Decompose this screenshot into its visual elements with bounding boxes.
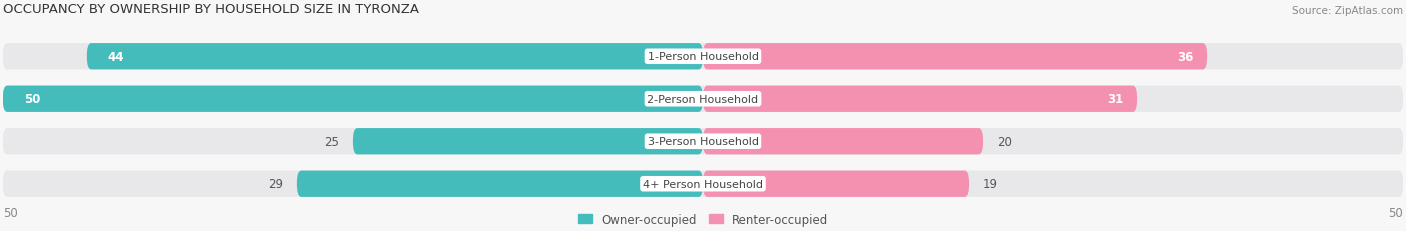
Text: 29: 29 bbox=[269, 177, 283, 190]
Text: 4+ Person Household: 4+ Person Household bbox=[643, 179, 763, 189]
FancyBboxPatch shape bbox=[87, 44, 703, 70]
FancyBboxPatch shape bbox=[703, 86, 1137, 112]
Text: 3-Person Household: 3-Person Household bbox=[648, 137, 758, 147]
FancyBboxPatch shape bbox=[3, 44, 1403, 70]
FancyBboxPatch shape bbox=[353, 128, 703, 155]
Text: 2-Person Household: 2-Person Household bbox=[647, 94, 759, 104]
Text: 36: 36 bbox=[1177, 51, 1194, 64]
Text: 25: 25 bbox=[323, 135, 339, 148]
Text: 20: 20 bbox=[997, 135, 1012, 148]
Text: 1-Person Household: 1-Person Household bbox=[648, 52, 758, 62]
Text: OCCUPANCY BY OWNERSHIP BY HOUSEHOLD SIZE IN TYRONZA: OCCUPANCY BY OWNERSHIP BY HOUSEHOLD SIZE… bbox=[3, 3, 419, 15]
FancyBboxPatch shape bbox=[703, 171, 969, 197]
FancyBboxPatch shape bbox=[3, 171, 1403, 197]
FancyBboxPatch shape bbox=[3, 86, 1403, 112]
Text: 44: 44 bbox=[108, 51, 124, 64]
Legend: Owner-occupied, Renter-occupied: Owner-occupied, Renter-occupied bbox=[572, 208, 834, 230]
Text: 19: 19 bbox=[983, 177, 998, 190]
FancyBboxPatch shape bbox=[3, 86, 703, 112]
FancyBboxPatch shape bbox=[297, 171, 703, 197]
FancyBboxPatch shape bbox=[3, 128, 1403, 155]
Text: 50: 50 bbox=[24, 93, 41, 106]
FancyBboxPatch shape bbox=[703, 44, 1208, 70]
FancyBboxPatch shape bbox=[703, 128, 983, 155]
Text: 50: 50 bbox=[1389, 206, 1403, 219]
Text: 31: 31 bbox=[1107, 93, 1123, 106]
Text: 50: 50 bbox=[3, 206, 17, 219]
Text: Source: ZipAtlas.com: Source: ZipAtlas.com bbox=[1292, 6, 1403, 15]
